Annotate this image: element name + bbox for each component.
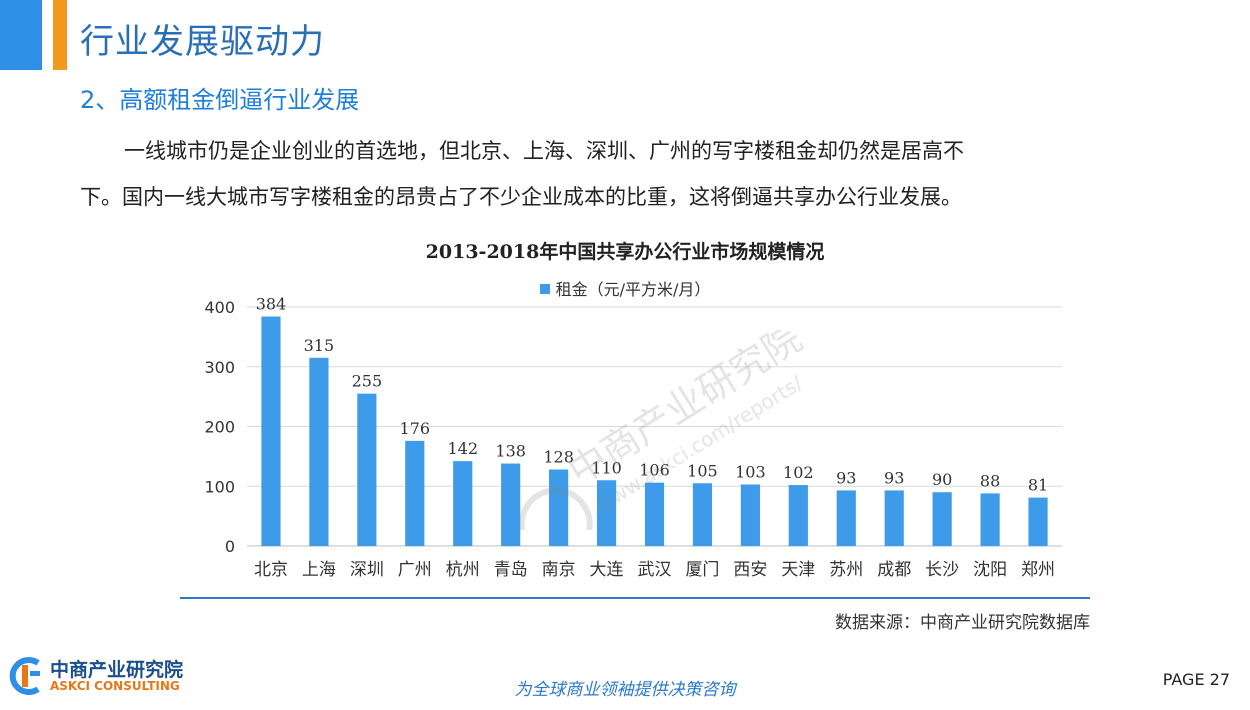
data-label: 90 — [932, 470, 952, 489]
accent-bar-orange — [53, 0, 67, 70]
body-paragraph-line-2: 下。国内一线大城市写字楼租金的昂贵占了不少企业成本的比重，这将倒逼共享办公行业发… — [80, 185, 962, 209]
bar — [980, 493, 1000, 546]
bar — [932, 492, 952, 546]
chart-legend: 租金（元/平方米/月） — [0, 276, 1250, 300]
section-heading: 2、高额租金倒逼行业发展 — [80, 86, 360, 114]
body-paragraph: 一线城市仍是企业创业的首选地，但北京、上海、深圳、广州的写字楼租金却仍然是居高不… — [80, 128, 1160, 220]
data-label: 176 — [400, 419, 431, 438]
x-tick-label: 西安 — [733, 560, 767, 580]
y-tick-label: 0 — [225, 537, 235, 556]
accent-bar-blue — [0, 0, 42, 70]
chart-title: 2013-2018年中国共享办公行业市场规模情况 — [425, 241, 825, 263]
source-text: 数据来源：中商产业研究院数据库 — [835, 613, 1090, 633]
x-tick-label: 杭州 — [446, 560, 480, 580]
data-label: 142 — [447, 439, 478, 458]
bar — [740, 484, 760, 546]
company-logo-icon — [9, 657, 40, 695]
bar — [788, 485, 808, 546]
data-label: 255 — [352, 372, 383, 391]
bar — [884, 490, 904, 546]
bar — [1028, 497, 1048, 546]
bar — [644, 482, 665, 546]
x-tick-label: 青岛 — [494, 560, 528, 580]
logo-name: 中商产业研究院 — [50, 659, 184, 681]
bar — [836, 490, 856, 546]
x-tick-label: 武汉 — [638, 560, 672, 580]
data-label: 88 — [980, 471, 1000, 490]
x-tick-label: 广州 — [398, 560, 432, 580]
bar — [596, 480, 617, 546]
data-label: 103 — [735, 462, 766, 481]
bar — [309, 357, 329, 546]
x-tick-label: 上海 — [302, 560, 336, 580]
footer-slogan: 为全球商业领袖提供决策咨询 — [514, 680, 736, 700]
x-tick-label: 厦门 — [685, 560, 719, 580]
x-tick-label: 沈阳 — [973, 560, 1007, 580]
x-tick-label: 天津 — [781, 560, 815, 580]
data-label: 315 — [304, 336, 335, 355]
data-label: 128 — [543, 448, 574, 467]
page-number: PAGE 27 — [1162, 670, 1230, 689]
data-label: 102 — [783, 463, 814, 482]
source-divider — [180, 597, 1090, 599]
data-label: 105 — [687, 461, 718, 480]
x-tick-label: 成都 — [877, 560, 911, 580]
data-label: 110 — [591, 458, 622, 477]
y-tick-label: 300 — [204, 358, 235, 377]
logo-subtitle: ASKCI CONSULTING — [50, 679, 180, 693]
x-tick-label: 南京 — [542, 560, 576, 580]
bar — [405, 440, 425, 546]
x-tick-label: 郑州 — [1021, 560, 1055, 580]
data-label: 106 — [639, 461, 670, 480]
bar — [261, 316, 281, 546]
bar — [501, 463, 521, 546]
page-title: 行业发展驱动力 — [80, 22, 325, 62]
legend-label: 租金（元/平方米/月） — [555, 280, 711, 299]
company-logo: 中商产业研究院 ASKCI CONSULTING — [8, 655, 208, 700]
y-tick-label: 100 — [204, 477, 235, 496]
x-tick-label: 大连 — [590, 560, 624, 580]
bar — [453, 461, 473, 546]
x-tick-label: 北京 — [254, 560, 288, 580]
x-tick-label: 深圳 — [350, 560, 384, 580]
y-tick-label: 200 — [204, 418, 235, 437]
bar — [692, 483, 713, 546]
legend-swatch — [539, 284, 550, 294]
data-label: 93 — [836, 468, 856, 487]
data-label: 93 — [884, 468, 904, 487]
data-label: 138 — [495, 442, 526, 461]
bar — [549, 469, 569, 546]
x-tick-label: 长沙 — [925, 560, 959, 580]
bar — [357, 393, 377, 546]
y-tick-label: 400 — [204, 298, 235, 317]
body-paragraph-line-1: 一线城市仍是企业创业的首选地，但北京、上海、深圳、广州的写字楼租金却仍然是居高不 — [124, 139, 964, 163]
data-label: 384 — [256, 295, 287, 314]
x-tick-label: 苏州 — [829, 560, 863, 580]
data-label: 81 — [1028, 476, 1048, 495]
